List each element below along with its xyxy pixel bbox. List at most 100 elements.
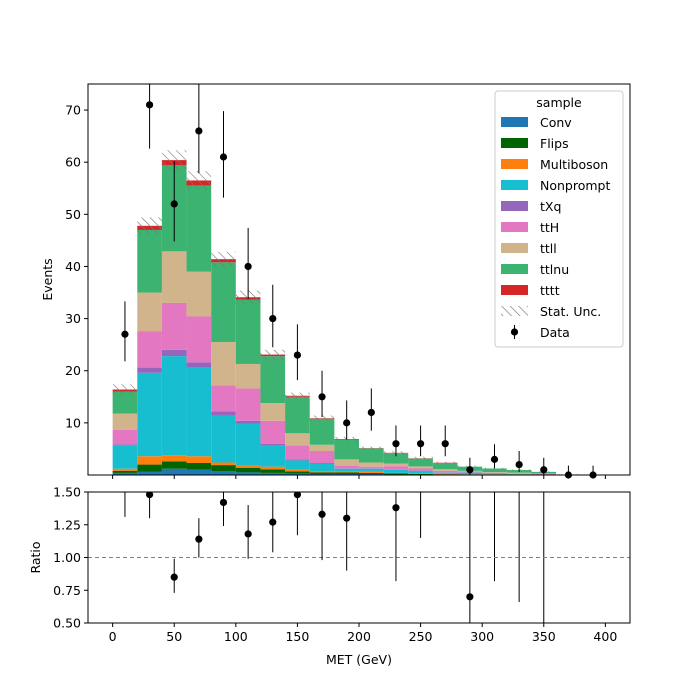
bar-nonprompt: [309, 463, 335, 472]
bar-flips: [112, 470, 138, 473]
bar-txq: [161, 349, 187, 357]
bar-tth: [137, 331, 162, 368]
bar-ttlnu: [309, 418, 335, 445]
stat-unc-bin: [408, 456, 433, 460]
bar-conv: [359, 473, 384, 475]
bar-tth: [334, 465, 359, 469]
bar-tth: [285, 445, 310, 460]
ratio-y-tick-label: 1.00: [53, 550, 81, 565]
ratio-point: [244, 530, 252, 538]
bar-ttll: [137, 292, 162, 332]
ratio-y-tick-label: 1.50: [53, 485, 81, 500]
bar-ttll: [334, 459, 359, 466]
bar-ttll: [186, 271, 212, 317]
stat-unc-bin: [309, 415, 335, 421]
legend-title: sample: [536, 95, 582, 110]
ratio-point: [121, 482, 128, 489]
data-point: [367, 408, 375, 417]
bar-nonprompt: [383, 469, 409, 473]
legend-swatch-stat-unc: [501, 306, 528, 316]
bar-multiboson: [235, 465, 261, 468]
data-point: [515, 460, 523, 469]
bar-tth: [235, 388, 261, 421]
bar-multiboson: [112, 468, 138, 471]
bar-conv: [161, 468, 187, 475]
bar-ttll: [285, 433, 310, 446]
bar-flips: [383, 473, 409, 475]
bar-nonprompt: [137, 372, 162, 457]
main-y-ticks: 10 20 30 40 50 60 70: [65, 103, 88, 430]
bar-multiboson: [211, 462, 236, 466]
ratio-point: [343, 514, 351, 522]
data-point: [490, 455, 499, 463]
bar-flips: [285, 471, 310, 474]
ratio-point: [466, 593, 474, 601]
bar-tth: [161, 302, 187, 350]
ratio-y-tick-label: 0.50: [53, 616, 81, 631]
ratio-points: [121, 482, 474, 623]
ratio-point: [293, 492, 302, 499]
ratio-point: [219, 498, 228, 507]
bar-ttll: [309, 444, 335, 452]
bar-conv: [260, 472, 286, 475]
ratio-point: [195, 535, 203, 543]
legend-swatch-multiboson: [501, 159, 528, 169]
data-point: [416, 440, 425, 448]
bar-ttlnu: [211, 262, 236, 343]
legend-swatch-tttt: [501, 285, 528, 295]
stat-unc-bin: [112, 384, 138, 395]
data-point: [293, 351, 302, 359]
legend-swatch-flips: [501, 138, 528, 148]
bar-conv: [112, 472, 138, 475]
bar-tth: [432, 470, 458, 473]
bar-ttlnu: [186, 185, 212, 272]
x-tick-label: 100: [224, 629, 248, 644]
bar-ttlnu: [359, 448, 384, 463]
data-point: [269, 315, 277, 323]
ratio-point: [318, 510, 326, 518]
stat-unc-bin: [137, 217, 162, 235]
bar-conv: [334, 473, 359, 475]
bar-nonprompt: [235, 423, 261, 466]
bar-ttll: [359, 462, 384, 467]
bar-tth: [112, 429, 138, 445]
stat-unc-bin: [260, 349, 286, 360]
y-tick-label: 40: [65, 259, 81, 274]
x-axis-label: MET (GeV): [326, 652, 392, 667]
stat-unc-bin: [161, 150, 187, 171]
bar-conv: [235, 472, 261, 475]
bar-txq: [285, 459, 310, 461]
legend-frame: [494, 90, 624, 348]
bar-nonprompt: [161, 356, 187, 456]
x-tick-label: 200: [347, 629, 371, 644]
x-tick-label: 300: [470, 629, 494, 644]
bar-ttlnu: [137, 229, 162, 293]
bar-flips: [186, 463, 212, 470]
bar-flips: [235, 467, 261, 473]
y-tick-label: 70: [65, 103, 81, 118]
stat-unc-bin: [186, 171, 212, 190]
bar-tth: [186, 316, 212, 363]
bar-multiboson: [309, 471, 335, 473]
legend-swatch-conv: [501, 117, 528, 127]
ratio-axes-frame: [87, 491, 631, 624]
bar-multiboson: [432, 473, 458, 475]
bar-multiboson: [260, 466, 286, 470]
bar-ttll: [506, 472, 532, 474]
bar-conv: [285, 473, 310, 475]
data-point: [540, 466, 548, 474]
bar-txq: [137, 367, 162, 373]
legend-swatch-tth: [501, 222, 528, 232]
data-point: [195, 127, 203, 135]
x-tick-label: 400: [593, 629, 617, 644]
x-tick-label: 0: [109, 629, 117, 644]
bar-conv: [309, 473, 335, 475]
bar-ttll: [482, 472, 507, 473]
ratio-point: [392, 504, 400, 512]
legend-label-data: Data: [540, 325, 570, 340]
legend-label-stat-unc: Stat. Unc.: [540, 304, 601, 319]
bar-tth: [359, 466, 384, 469]
y-tick-label: 10: [65, 415, 81, 430]
data-point: [121, 330, 129, 338]
